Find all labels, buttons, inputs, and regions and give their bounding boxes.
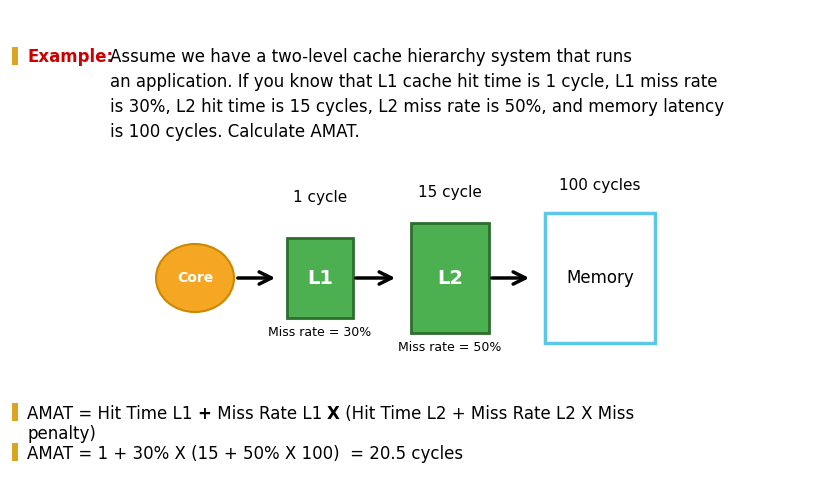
Text: (Hit Time L2 + Miss Rate L2 X Miss: (Hit Time L2 + Miss Rate L2 X Miss xyxy=(340,405,634,423)
Text: Memory: Memory xyxy=(566,269,634,287)
Text: Miss rate = 30%: Miss rate = 30% xyxy=(268,326,372,339)
Bar xyxy=(545,213,655,343)
Bar xyxy=(12,47,18,65)
Text: +: + xyxy=(198,405,211,423)
Text: X: X xyxy=(327,405,340,423)
Text: Miss Rate L1: Miss Rate L1 xyxy=(211,405,327,423)
Text: L2: L2 xyxy=(437,268,463,287)
Text: 1 cycle: 1 cycle xyxy=(293,190,347,205)
Text: Core: Core xyxy=(177,271,213,285)
Text: L1: L1 xyxy=(307,268,333,287)
Text: AMAT = Hit Time L1: AMAT = Hit Time L1 xyxy=(27,405,198,423)
Bar xyxy=(287,238,353,318)
Text: 100 cycles: 100 cycles xyxy=(559,178,641,193)
Text: 15 cycle: 15 cycle xyxy=(418,185,482,200)
Text: penalty): penalty) xyxy=(27,425,96,443)
Ellipse shape xyxy=(156,244,234,312)
Text: AMAT = 1 + 30% X (15 + 50% X 100)  = 20.5 cycles: AMAT = 1 + 30% X (15 + 50% X 100) = 20.5… xyxy=(27,445,463,463)
Text: Miss rate = 50%: Miss rate = 50% xyxy=(398,341,502,354)
Bar xyxy=(12,443,18,461)
Text: Example:: Example: xyxy=(27,48,113,66)
Bar xyxy=(411,223,489,333)
Text: Assume we have a two-level cache hierarchy system that runs
an application. If y: Assume we have a two-level cache hierarc… xyxy=(110,48,724,141)
Bar xyxy=(12,403,18,421)
